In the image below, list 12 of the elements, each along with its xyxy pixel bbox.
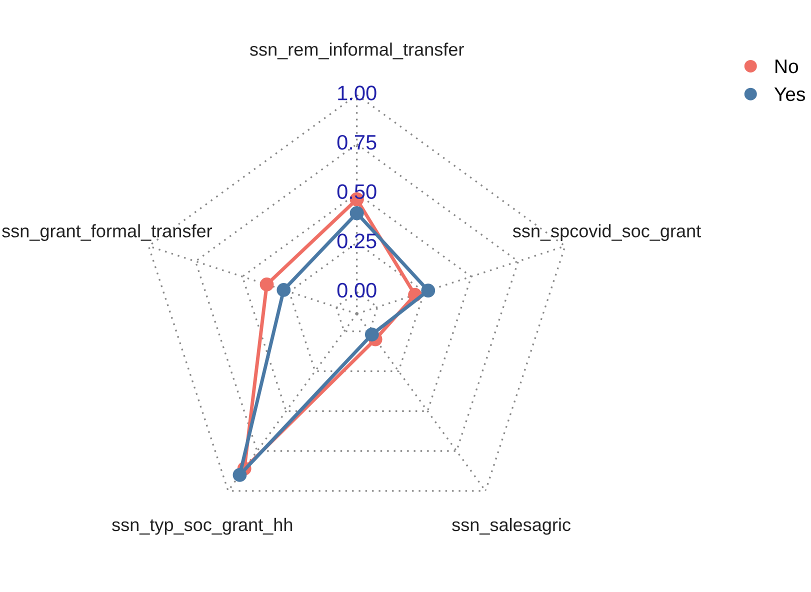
spoke-label: ssn_spcovid_soc_grant bbox=[512, 224, 701, 241]
y-tick-label: 1.00 bbox=[338, 86, 376, 100]
spoke-label: ssn_grant_formal_transfer bbox=[2, 224, 212, 241]
legend-label: Yes bbox=[774, 88, 805, 102]
spoke-label: ssn_typ_soc_grant_hh bbox=[112, 518, 292, 535]
y-tick-label: 0.25 bbox=[337, 234, 376, 248]
legend-label: No bbox=[776, 60, 798, 74]
y-tick-label: 0.75 bbox=[337, 134, 376, 150]
spoke-label: ssn_salesagric bbox=[452, 518, 571, 535]
spoke-label: ssn_rem_informal_transfer bbox=[250, 42, 464, 60]
y-tick-label: 0.50 bbox=[337, 184, 376, 200]
y-tick-label: 0.00 bbox=[337, 282, 376, 298]
